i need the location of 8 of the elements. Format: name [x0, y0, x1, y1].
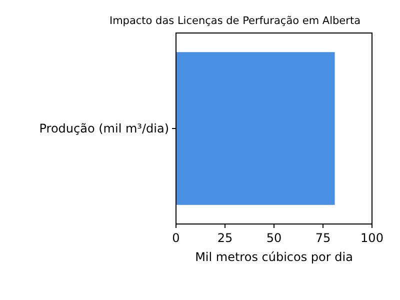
x-tick-label: 25 — [217, 231, 233, 245]
x-tick-label: 50 — [266, 231, 282, 245]
chart-title: Impacto das Licenças de Perfuração em Alberta — [109, 15, 361, 27]
x-axis-title: Mil metros cúbicos por dia — [195, 250, 353, 264]
x-tick-label: 0 — [172, 231, 180, 245]
x-tick-label: 100 — [360, 231, 384, 245]
y-tick-label: Produção (mil m³/dia) — [39, 122, 169, 136]
x-tick-label: 75 — [315, 231, 331, 245]
